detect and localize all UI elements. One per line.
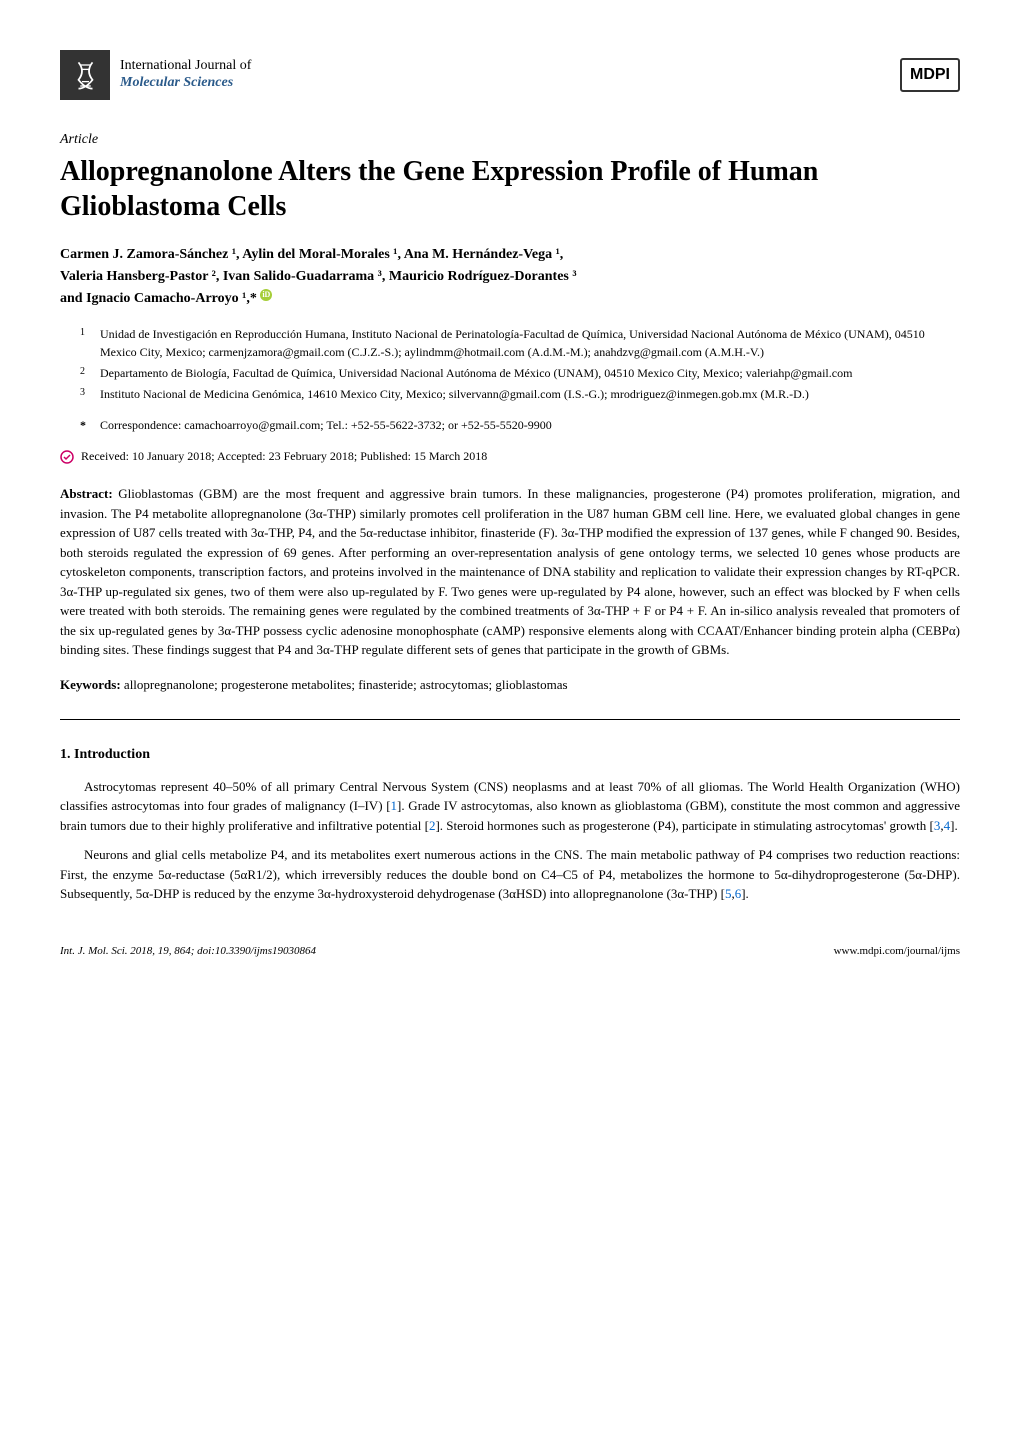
- affiliation-num: 1: [80, 325, 100, 361]
- affiliation-text: Departamento de Biología, Facultad de Qu…: [100, 364, 960, 382]
- article-title: Allopregnanolone Alters the Gene Express…: [60, 154, 960, 224]
- article-type: Article: [60, 130, 960, 150]
- body-paragraph: Neurons and glial cells metabolize P4, a…: [60, 845, 960, 904]
- correspondence-star: *: [80, 417, 100, 434]
- body-paragraph: Astrocytomas represent 40–50% of all pri…: [60, 777, 960, 836]
- journal-name-top: International Journal of: [120, 58, 251, 75]
- para-text: ].: [950, 818, 958, 833]
- keywords-section: Keywords: allopregnanolone; progesterone…: [60, 676, 960, 694]
- orcid-icon: iD: [260, 289, 272, 301]
- affiliation-item: 1 Unidad de Investigación en Reproducció…: [80, 325, 960, 361]
- section-heading: 1. Introduction: [60, 745, 960, 765]
- journal-name: International Journal of Molecular Scien…: [120, 58, 251, 92]
- affiliation-item: 2 Departamento de Biología, Facultad de …: [80, 364, 960, 382]
- affiliation-text: Instituto Nacional de Medicina Genómica,…: [100, 385, 960, 403]
- check-updates-icon: [60, 450, 74, 464]
- authors-line: and Ignacio Camacho-Arroyo ¹,*: [60, 291, 257, 306]
- publisher-logo: MDPI: [900, 58, 960, 92]
- affiliation-num: 3: [80, 385, 100, 403]
- affiliations-block: 1 Unidad de Investigación en Reproducció…: [80, 325, 960, 403]
- footer-left: Int. J. Mol. Sci. 2018, 19, 864; doi:10.…: [60, 944, 316, 959]
- correspondence: * Correspondence: camachoarroyo@gmail.co…: [80, 417, 960, 434]
- affiliation-text: Unidad de Investigación en Reproducción …: [100, 325, 960, 361]
- abstract-section: Abstract: Glioblastomas (GBM) are the mo…: [60, 484, 960, 660]
- para-text: Neurons and glial cells metabolize P4, a…: [60, 847, 960, 901]
- authors-line: Carmen J. Zamora-Sánchez ¹, Aylin del Mo…: [60, 247, 563, 262]
- journal-dna-icon: [60, 50, 110, 100]
- header-row: International Journal of Molecular Scien…: [60, 50, 960, 100]
- keywords-label: Keywords:: [60, 677, 121, 692]
- authors-block: Carmen J. Zamora-Sánchez ¹, Aylin del Mo…: [60, 244, 960, 311]
- authors-line: Valeria Hansberg-Pastor ², Ivan Salido-G…: [60, 269, 577, 284]
- journal-logo: International Journal of Molecular Scien…: [60, 50, 251, 100]
- dates-text: Received: 10 January 2018; Accepted: 23 …: [81, 449, 487, 463]
- journal-name-bottom: Molecular Sciences: [120, 75, 251, 92]
- affiliation-item: 3 Instituto Nacional de Medicina Genómic…: [80, 385, 960, 403]
- abstract-label: Abstract:: [60, 486, 113, 501]
- footer-right: www.mdpi.com/journal/ijms: [834, 944, 960, 959]
- abstract-text: Glioblastomas (GBM) are the most frequen…: [60, 486, 960, 657]
- keywords-text: allopregnanolone; progesterone metabolit…: [121, 677, 568, 692]
- para-text: ]. Steroid hormones such as progesterone…: [435, 818, 933, 833]
- para-text: ].: [741, 886, 749, 901]
- footer-row: Int. J. Mol. Sci. 2018, 19, 864; doi:10.…: [60, 944, 960, 959]
- affiliation-num: 2: [80, 364, 100, 382]
- section-divider: [60, 719, 960, 720]
- dates-line: Received: 10 January 2018; Accepted: 23 …: [60, 448, 960, 465]
- correspondence-text: Correspondence: camachoarroyo@gmail.com;…: [100, 417, 552, 434]
